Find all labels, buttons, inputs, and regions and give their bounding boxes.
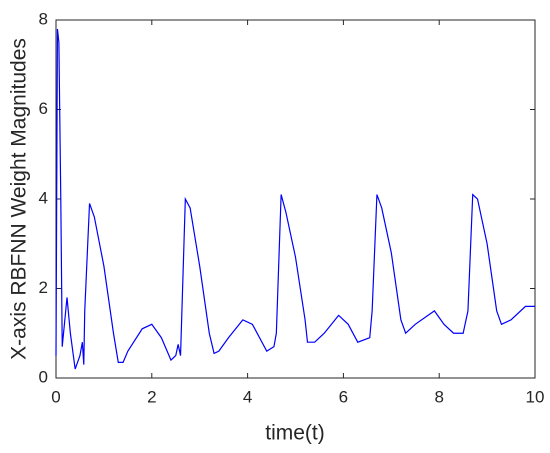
plot-box [55, 19, 536, 379]
x-tick-label: 0 [51, 387, 60, 406]
x-tick-label: 10 [526, 387, 545, 406]
y-tick-label: 4 [39, 188, 48, 207]
x-tick-label: 8 [434, 387, 443, 406]
x-tick-label: 4 [243, 387, 252, 406]
y-tick-label: 2 [39, 278, 48, 297]
data-line [55, 28, 535, 370]
y-tick-label: 0 [39, 367, 48, 386]
x-tick-label: 2 [147, 387, 156, 406]
x-axis-label: time(t) [265, 422, 325, 445]
y-tick-label: 8 [39, 9, 48, 28]
x-tick-label: 6 [339, 387, 348, 406]
y-axis-label: X-axis RBFNN Weight Magnitudes [8, 38, 31, 360]
y-tick-label: 6 [39, 99, 48, 118]
